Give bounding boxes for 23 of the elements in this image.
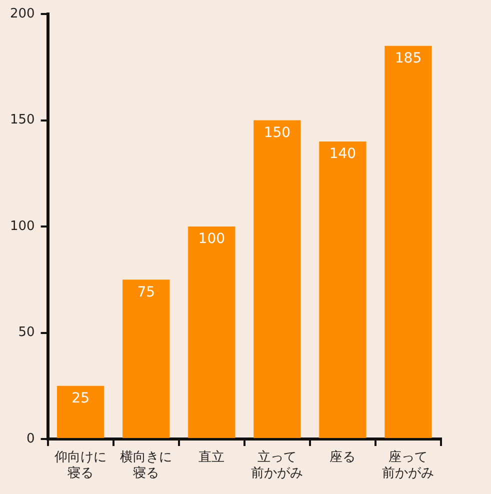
x-tick-label: 横向きに寝る	[119, 450, 174, 482]
y-tick-label: 50	[18, 325, 35, 340]
x-tick-label: 座って前かがみ	[381, 450, 436, 482]
x-tick-label: 座る	[330, 450, 356, 466]
x-tick-label: 立って前かがみ	[250, 450, 304, 482]
bar	[122, 280, 170, 438]
data-label: 150	[264, 124, 291, 141]
y-tick-label: 100	[10, 218, 35, 234]
data-label: 75	[137, 284, 156, 300]
x-tick-label: 仰向けに寝る	[54, 450, 108, 482]
data-label: 140	[329, 146, 356, 162]
data-label: 25	[72, 390, 90, 407]
y-tick-label: 150	[10, 112, 35, 128]
data-label: 100	[198, 231, 226, 248]
bar	[188, 226, 236, 438]
y-tick-label: 0	[26, 431, 35, 446]
y-tick-label: 200	[10, 6, 35, 22]
bar	[319, 142, 366, 438]
bar	[254, 120, 301, 438]
data-label: 185	[394, 50, 422, 67]
x-tick-label: 直立	[198, 450, 225, 466]
bar	[56, 386, 104, 438]
bar	[384, 46, 432, 438]
